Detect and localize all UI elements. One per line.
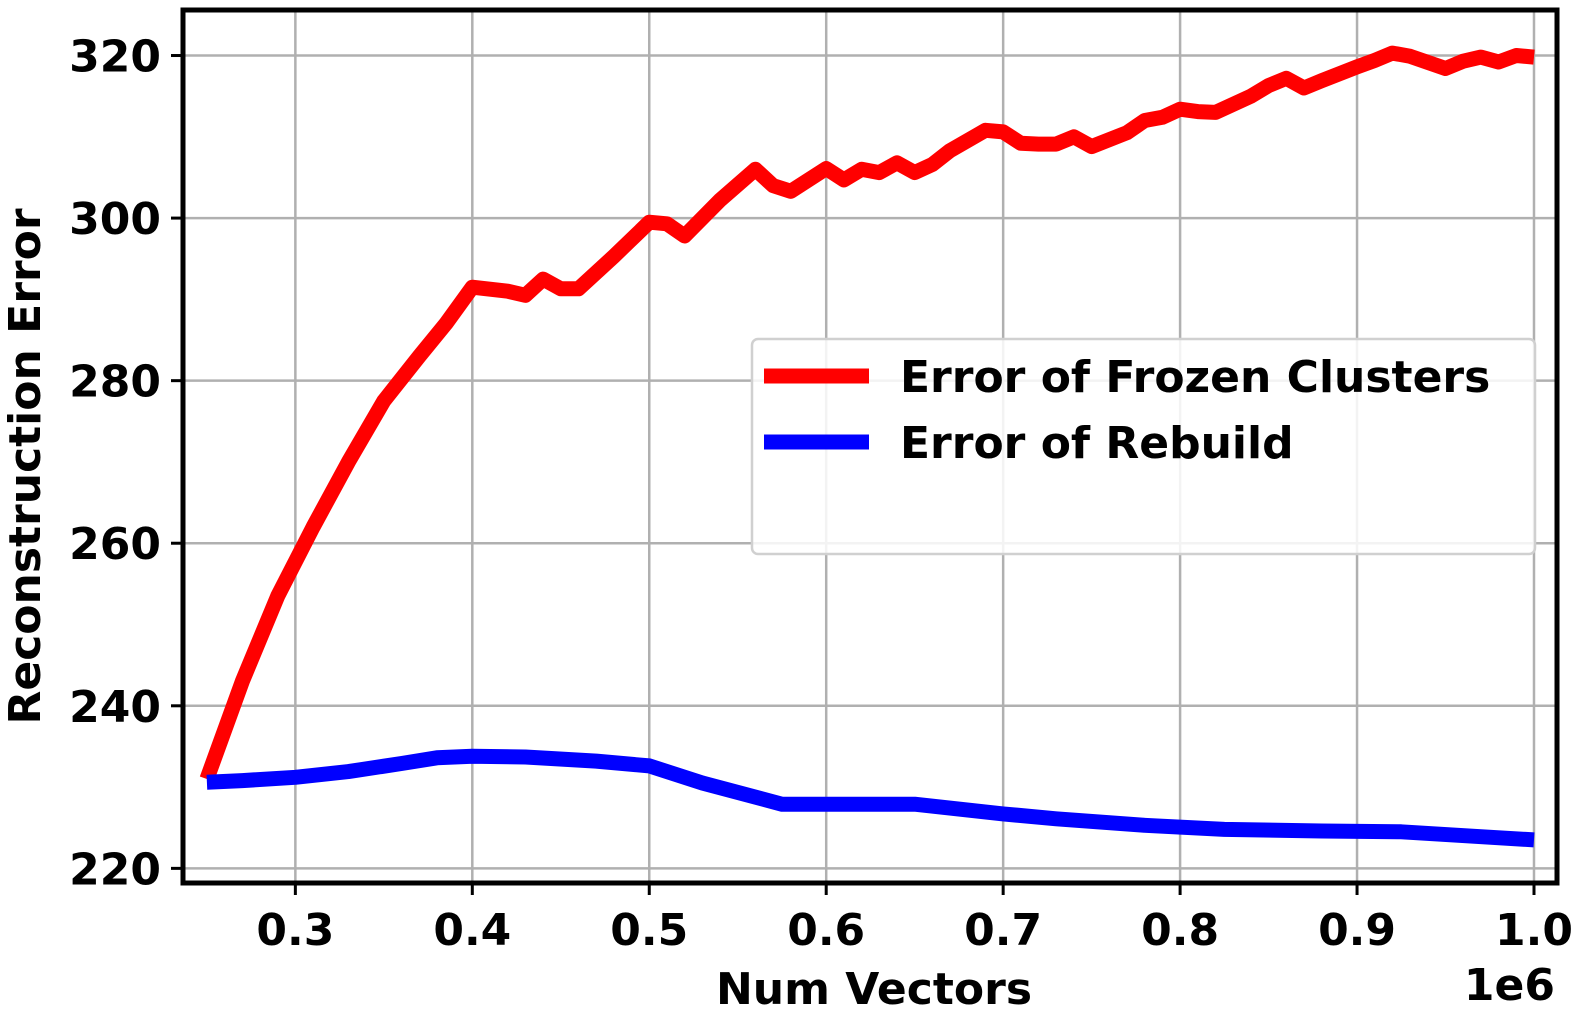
series-lines (199, 45, 1535, 848)
y-tick-label: 220 (69, 844, 161, 895)
x-axis-offset-label: 1e6 (1464, 960, 1555, 1011)
x-tick-label: 0.7 (964, 905, 1042, 956)
x-tick-label: 0.9 (1318, 905, 1396, 956)
x-tick-label: 1.0 (1495, 905, 1573, 956)
series-line-0 (199, 45, 1535, 782)
x-tick-label: 0.3 (256, 905, 334, 956)
plot-area-frame (180, 7, 1560, 886)
legend-label-1: Error of Rebuild (900, 418, 1294, 469)
y-tick-label: 320 (69, 32, 161, 83)
y-tick-label: 300 (69, 194, 161, 245)
y-tick-label: 280 (69, 357, 161, 408)
legend-box (750, 337, 1537, 556)
y-axis-label: Reconstruction Error (0, 208, 51, 724)
x-tick-label: 0.4 (433, 905, 511, 956)
x-axis-label: Num Vectors (716, 964, 1032, 1015)
legend-label-0: Error of Frozen Clusters (900, 352, 1490, 403)
y-tick-label: 240 (69, 682, 161, 733)
x-tick-label: 0.5 (610, 905, 688, 956)
x-tick-label: 0.6 (787, 905, 865, 956)
legend: Error of Frozen Clusters Error of Rebuild (750, 337, 1537, 556)
x-tick-label: 0.8 (1141, 905, 1219, 956)
series-line-1 (206, 748, 1535, 848)
axis-ticks: 0.3 0.4 0.5 0.6 0.7 0.8 0.9 1.0 220 240 260 280 300 3… (69, 32, 1573, 956)
y-tick-label: 260 (69, 519, 161, 570)
